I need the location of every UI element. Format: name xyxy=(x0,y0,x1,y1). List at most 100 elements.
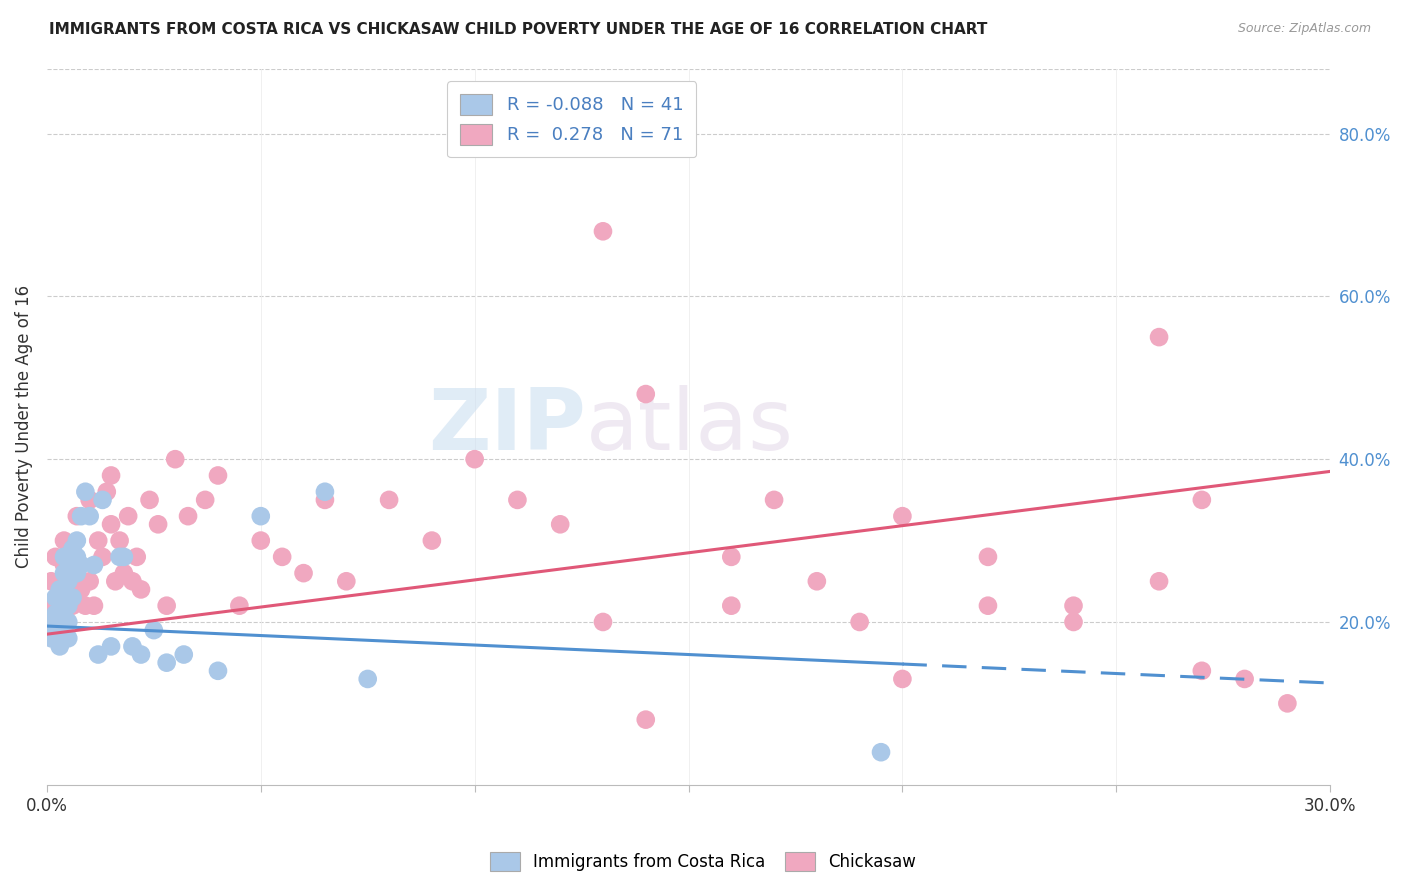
Point xyxy=(58,632,80,646)
Point xyxy=(44,623,66,637)
Point xyxy=(117,509,139,524)
Point xyxy=(271,549,294,564)
Point xyxy=(39,599,62,613)
Point xyxy=(848,615,870,629)
Point xyxy=(91,492,114,507)
Point xyxy=(249,509,271,524)
Point xyxy=(48,640,70,654)
Point xyxy=(48,607,70,621)
Point xyxy=(207,468,229,483)
Point xyxy=(39,632,62,646)
Point xyxy=(249,533,271,548)
Point xyxy=(58,566,80,581)
Point xyxy=(1147,330,1170,344)
Point xyxy=(100,517,122,532)
Point xyxy=(44,591,66,605)
Point xyxy=(66,509,89,524)
Point xyxy=(53,533,76,548)
Point xyxy=(1191,492,1213,507)
Point xyxy=(70,509,93,524)
Point xyxy=(58,574,80,589)
Point xyxy=(39,615,62,629)
Point xyxy=(48,582,70,597)
Point xyxy=(138,492,160,507)
Point xyxy=(763,492,786,507)
Point xyxy=(66,566,89,581)
Point xyxy=(420,533,443,548)
Point xyxy=(39,574,62,589)
Point xyxy=(464,452,486,467)
Text: Source: ZipAtlas.com: Source: ZipAtlas.com xyxy=(1237,22,1371,36)
Point xyxy=(891,509,914,524)
Point xyxy=(548,517,571,532)
Point xyxy=(1147,574,1170,589)
Point xyxy=(62,599,84,613)
Point xyxy=(194,492,217,507)
Point xyxy=(125,549,148,564)
Point xyxy=(79,509,101,524)
Point xyxy=(53,558,76,572)
Point xyxy=(66,549,89,564)
Point xyxy=(292,566,315,581)
Point xyxy=(108,533,131,548)
Point xyxy=(357,672,380,686)
Point xyxy=(720,549,742,564)
Point xyxy=(58,599,80,613)
Point xyxy=(592,224,614,238)
Point xyxy=(104,574,127,589)
Point xyxy=(62,591,84,605)
Point xyxy=(48,582,70,597)
Point xyxy=(207,664,229,678)
Point xyxy=(1191,664,1213,678)
Point xyxy=(314,492,336,507)
Point xyxy=(156,656,179,670)
Text: atlas: atlas xyxy=(586,385,794,468)
Point xyxy=(121,640,143,654)
Y-axis label: Child Poverty Under the Age of 16: Child Poverty Under the Age of 16 xyxy=(15,285,32,568)
Point xyxy=(44,623,66,637)
Point xyxy=(1233,672,1256,686)
Point xyxy=(62,541,84,556)
Point xyxy=(100,640,122,654)
Point xyxy=(634,713,657,727)
Point xyxy=(891,672,914,686)
Point xyxy=(83,558,105,572)
Point xyxy=(977,549,1000,564)
Point xyxy=(70,558,93,572)
Point xyxy=(58,615,80,629)
Point xyxy=(977,599,1000,613)
Point xyxy=(173,648,195,662)
Point xyxy=(506,492,529,507)
Point xyxy=(634,387,657,401)
Point xyxy=(806,574,828,589)
Point xyxy=(75,484,97,499)
Point xyxy=(87,648,110,662)
Point xyxy=(720,599,742,613)
Point xyxy=(129,582,152,597)
Point xyxy=(53,615,76,629)
Point xyxy=(58,591,80,605)
Point xyxy=(1063,599,1085,613)
Point xyxy=(108,549,131,564)
Point xyxy=(66,574,89,589)
Legend: R = -0.088   N = 41, R =  0.278   N = 71: R = -0.088 N = 41, R = 0.278 N = 71 xyxy=(447,81,696,157)
Point xyxy=(83,599,105,613)
Point xyxy=(66,533,89,548)
Point xyxy=(79,574,101,589)
Text: ZIP: ZIP xyxy=(427,385,586,468)
Point xyxy=(44,607,66,621)
Point xyxy=(75,599,97,613)
Point xyxy=(48,615,70,629)
Point xyxy=(91,549,114,564)
Point xyxy=(146,517,169,532)
Point xyxy=(592,615,614,629)
Point xyxy=(335,574,357,589)
Point xyxy=(121,574,143,589)
Point xyxy=(1277,697,1299,711)
Point xyxy=(44,549,66,564)
Point xyxy=(378,492,401,507)
Point xyxy=(112,566,135,581)
Point xyxy=(70,582,93,597)
Point xyxy=(62,549,84,564)
Point xyxy=(870,745,893,759)
